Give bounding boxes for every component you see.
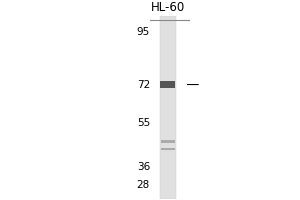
Text: 72: 72 — [137, 80, 150, 90]
Bar — [160, 81, 175, 88]
Bar — [161, 140, 175, 143]
Bar — [161, 148, 175, 150]
Bar — [160, 16, 176, 199]
Text: 95: 95 — [137, 27, 150, 37]
Text: HL-60: HL-60 — [151, 1, 185, 14]
Text: 55: 55 — [137, 118, 150, 128]
Text: 28: 28 — [137, 180, 150, 190]
Text: 36: 36 — [137, 162, 150, 172]
